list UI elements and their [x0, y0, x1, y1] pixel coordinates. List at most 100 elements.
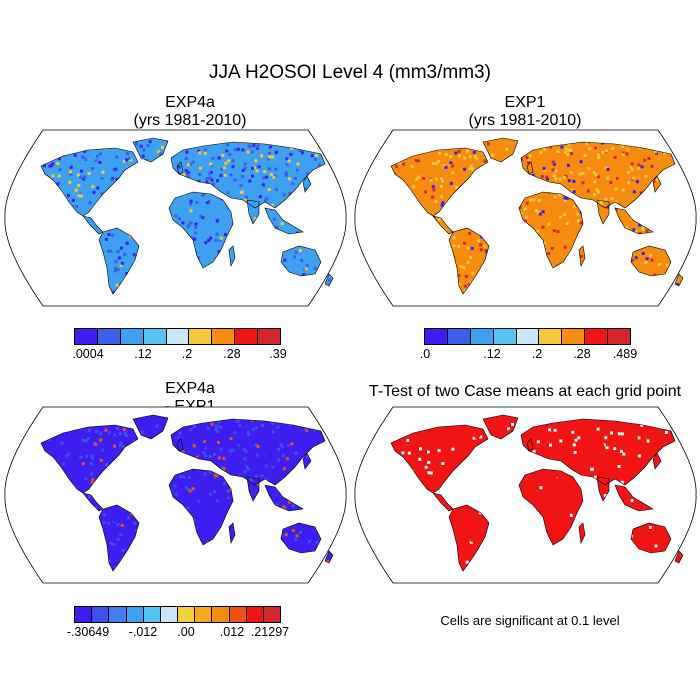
colorbar-swatch [143, 329, 167, 344]
colorbar-swatch [143, 607, 161, 622]
map-diff [4, 406, 347, 584]
coastline-india [246, 199, 260, 225]
colorbar-swatch [178, 607, 196, 622]
coastline-greenland [132, 414, 169, 440]
colorbar-exp1-label: .2 [531, 347, 543, 361]
coastline-japan [652, 175, 662, 193]
panel-exp1-title-line2: (yrs 1981-2010) [468, 112, 582, 129]
coastline-eurasia [520, 418, 676, 486]
colorbar-exp4a-label: .39 [269, 347, 287, 361]
colorbar-swatch [189, 329, 213, 344]
colorbar-swatch [212, 607, 230, 622]
colorbar-swatch [493, 329, 517, 344]
coastline-greenland [132, 137, 169, 163]
colorbar-swatch [120, 329, 144, 344]
map-exp4a [4, 129, 347, 307]
colorbar-diff-label: -.30649 [66, 625, 110, 639]
colorbar-exp4a-label: .0004 [72, 347, 104, 361]
coastline-japan [302, 452, 312, 470]
coastline-south-america [98, 504, 140, 572]
coastline-madagascar [228, 245, 236, 268]
coastline-north-america [40, 147, 139, 217]
coastline-uk [526, 161, 534, 175]
colorbar-swatch [470, 329, 494, 344]
coastline-uk [526, 438, 534, 452]
colorbar-swatch [75, 607, 93, 622]
panel-exp4a-title: EXP4a (yrs 1981-2010) [70, 94, 310, 130]
colorbar-swatch [258, 329, 281, 344]
colorbar-exp1-label: .12 [483, 347, 501, 361]
coastline-madagascar [578, 522, 586, 545]
panel-exp4a-title-line2: (yrs 1981-2010) [133, 112, 247, 129]
colorbar-swatch [212, 329, 236, 344]
colorbar-exp4a-label: .28 [223, 347, 241, 361]
coastline-india [246, 476, 260, 502]
colorbar-swatch [425, 329, 448, 344]
panel-exp4a-title-line1: EXP4a [165, 94, 215, 111]
coastline-africa [518, 468, 584, 546]
colorbar-swatch [166, 329, 190, 344]
colorbar-diff-label: -.012 [128, 625, 158, 639]
colorbar-swatch [516, 329, 540, 344]
colorbar-diff-label: .012 [219, 625, 245, 639]
coastline-australia [280, 245, 322, 277]
coastline-south-america [98, 227, 140, 295]
coastline-north-america [390, 147, 489, 217]
colorbar-swatch [126, 607, 144, 622]
colorbar-swatch [195, 607, 213, 622]
colorbar-swatch [160, 607, 179, 622]
coastline-greenland [482, 414, 519, 440]
panel-diff-title-line1: EXP4a [165, 380, 215, 397]
coastline-madagascar [228, 522, 236, 545]
colorbar-swatch [562, 329, 586, 344]
colorbar-diff-label: .00 [177, 625, 195, 639]
coastline-india [596, 199, 610, 225]
coastline-eurasia [170, 418, 326, 486]
significance-note: Cells are significant at 0.1 level [440, 613, 620, 628]
coastline-india [596, 476, 610, 502]
coastline-africa [168, 191, 234, 269]
colorbar-exp4a-label: .2 [181, 347, 193, 361]
colorbar-swatch [585, 329, 609, 344]
colorbar-exp1-label: .0 [419, 347, 431, 361]
coastline-new-zealand [674, 550, 684, 564]
colorbar-swatch [235, 329, 259, 344]
coastline-north-america [390, 424, 489, 494]
coastline-uk [176, 161, 184, 175]
colorbar-exp1 [424, 328, 631, 345]
colorbar-swatch [229, 607, 247, 622]
coastline-se-asia [264, 207, 304, 235]
colorbar-swatch [447, 329, 471, 344]
colorbar-swatch [246, 607, 264, 622]
colorbar-diff [74, 606, 281, 623]
coastline-se-asia [614, 207, 654, 235]
coastline-japan [652, 452, 662, 470]
coastline-new-zealand [674, 273, 684, 287]
colorbar-swatch [608, 329, 631, 344]
colorbar-exp4a [74, 328, 281, 345]
panel-exp1-title: EXP1 (yrs 1981-2010) [400, 94, 650, 130]
colorbar-swatch [539, 329, 563, 344]
coastline-australia [630, 522, 672, 554]
coastline-south-america [448, 504, 490, 572]
coastline-uk [176, 438, 184, 452]
coastline-australia [280, 522, 322, 554]
coastline-madagascar [578, 245, 586, 268]
coastline-japan [302, 175, 312, 193]
coastline-south-america [448, 227, 490, 295]
coastline-africa [168, 468, 234, 546]
panel-exp1-title-line1: EXP1 [504, 94, 546, 111]
main-title: JJA H2OSOI Level 4 (mm3/mm3) [209, 62, 491, 83]
colorbar-exp4a-label: .12 [134, 347, 152, 361]
map-ttest [354, 406, 697, 584]
coastline-eurasia [520, 141, 676, 209]
coastline-se-asia [614, 484, 654, 512]
colorbar-swatch [263, 607, 281, 622]
coastline-australia [630, 245, 672, 277]
coastline-new-zealand [324, 550, 334, 564]
coastline-new-zealand [324, 273, 334, 287]
colorbar-swatch [109, 607, 127, 622]
map-exp1 [354, 129, 697, 307]
colorbar-swatch [92, 607, 110, 622]
coastline-eurasia [170, 141, 326, 209]
